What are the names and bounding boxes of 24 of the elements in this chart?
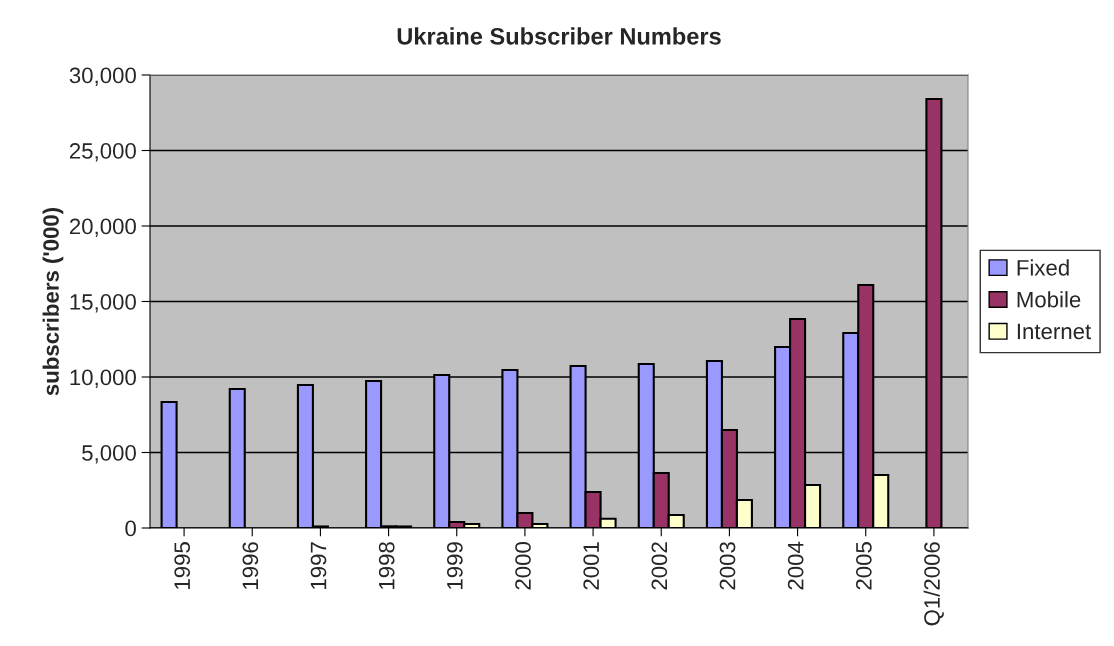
x-tick-label: 2004 [787,541,804,590]
legend-label: Fixed [1017,259,1069,276]
y-tick-label: 30,000 [69,67,136,86]
y-tick-label: 25,000 [69,143,136,162]
legend-label: Mobile [1017,291,1081,308]
x-tick-label: Q1/2006 [923,542,944,626]
x-tick-label: 1997 [310,542,327,589]
x-tick-label: 2005 [855,542,872,590]
x-tick-label: 2000 [515,542,531,590]
x-tick-label: 1998 [378,542,395,589]
legend-label: Internet [1017,323,1092,340]
y-tick-label: 20,000 [69,218,136,237]
y-tick-label: 15,000 [70,294,136,313]
y-tick-label: 0 [125,520,136,537]
y-axis-title: subscribers ('000) [42,207,64,396]
y-tick-label: 5,000 [82,445,136,464]
x-tick-label: 2002 [651,542,668,590]
chart-title: Ukraine Subscriber Numbers [397,27,721,45]
x-tick-label: 1999 [446,542,463,589]
y-tick-label: 10,000 [70,369,136,388]
x-tick-label: 2001 [583,542,600,590]
x-tick-label: 1996 [242,542,259,589]
x-tick-label: 1995 [174,542,191,589]
x-tick-label: 2003 [719,542,736,590]
